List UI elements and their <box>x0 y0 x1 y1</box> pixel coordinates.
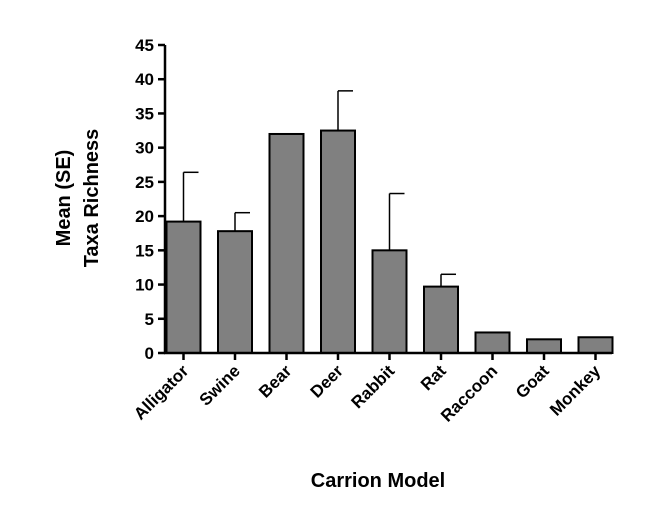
bar-alligator <box>165 220 202 354</box>
x-tick-label: Bear <box>255 361 295 401</box>
y-tick-label: 45 <box>135 36 154 55</box>
y-tick-label: 10 <box>135 276 154 295</box>
bar-rat <box>423 285 459 354</box>
bar-deer <box>320 129 356 354</box>
bar-monkey <box>577 336 614 355</box>
bar-goat <box>526 338 562 354</box>
y-ticks-group: 0 5 10 15 20 25 30 35 40 45 <box>135 36 165 363</box>
x-axis-title: Carrion Model <box>311 470 445 492</box>
bar-swine <box>217 230 253 354</box>
bar-bear <box>268 132 305 354</box>
y-tick-label: 25 <box>135 173 154 192</box>
x-tick-label: Rabbit <box>347 361 398 412</box>
x-tick-label: Goat <box>512 361 553 402</box>
error-bars-group <box>182 90 456 287</box>
y-tick-label: 30 <box>135 139 154 158</box>
x-tick-label: Rat <box>417 361 450 394</box>
x-tick-label: Alligator <box>130 361 192 423</box>
y-tick-label: 0 <box>145 344 154 363</box>
y-tick-label: 15 <box>135 241 154 260</box>
x-tick-label: Deer <box>307 361 347 401</box>
bar-rabbit <box>371 249 408 354</box>
x-tick-label: Swine <box>196 361 244 409</box>
bar-raccoon <box>474 331 511 355</box>
y-axis-title-line2: Taxa Richness <box>81 129 103 268</box>
x-tick-label: Raccoon <box>437 361 501 425</box>
y-axis-title-line1: Mean (SE) <box>53 150 75 247</box>
y-tick-label: 5 <box>145 310 154 329</box>
axes-group <box>163 45 612 355</box>
y-tick-label: 20 <box>135 207 154 226</box>
x-tick-label: Monkey <box>546 361 605 420</box>
y-tick-label: 35 <box>135 104 154 123</box>
bars-group <box>165 129 614 355</box>
y-tick-label: 40 <box>135 70 154 89</box>
